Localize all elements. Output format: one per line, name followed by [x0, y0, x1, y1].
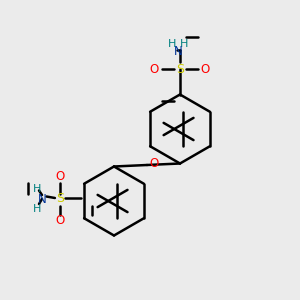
Text: O: O: [201, 62, 210, 76]
Text: H: H: [33, 203, 42, 214]
Text: H: H: [167, 38, 176, 49]
Text: S: S: [176, 62, 184, 76]
Text: N: N: [38, 193, 46, 206]
Text: N: N: [173, 44, 182, 58]
Text: O: O: [56, 214, 64, 227]
Text: O: O: [56, 170, 64, 184]
Text: S: S: [56, 191, 64, 205]
Text: O: O: [150, 62, 159, 76]
Text: O: O: [150, 157, 159, 170]
Text: H: H: [33, 184, 42, 194]
Text: H: H: [180, 38, 188, 49]
